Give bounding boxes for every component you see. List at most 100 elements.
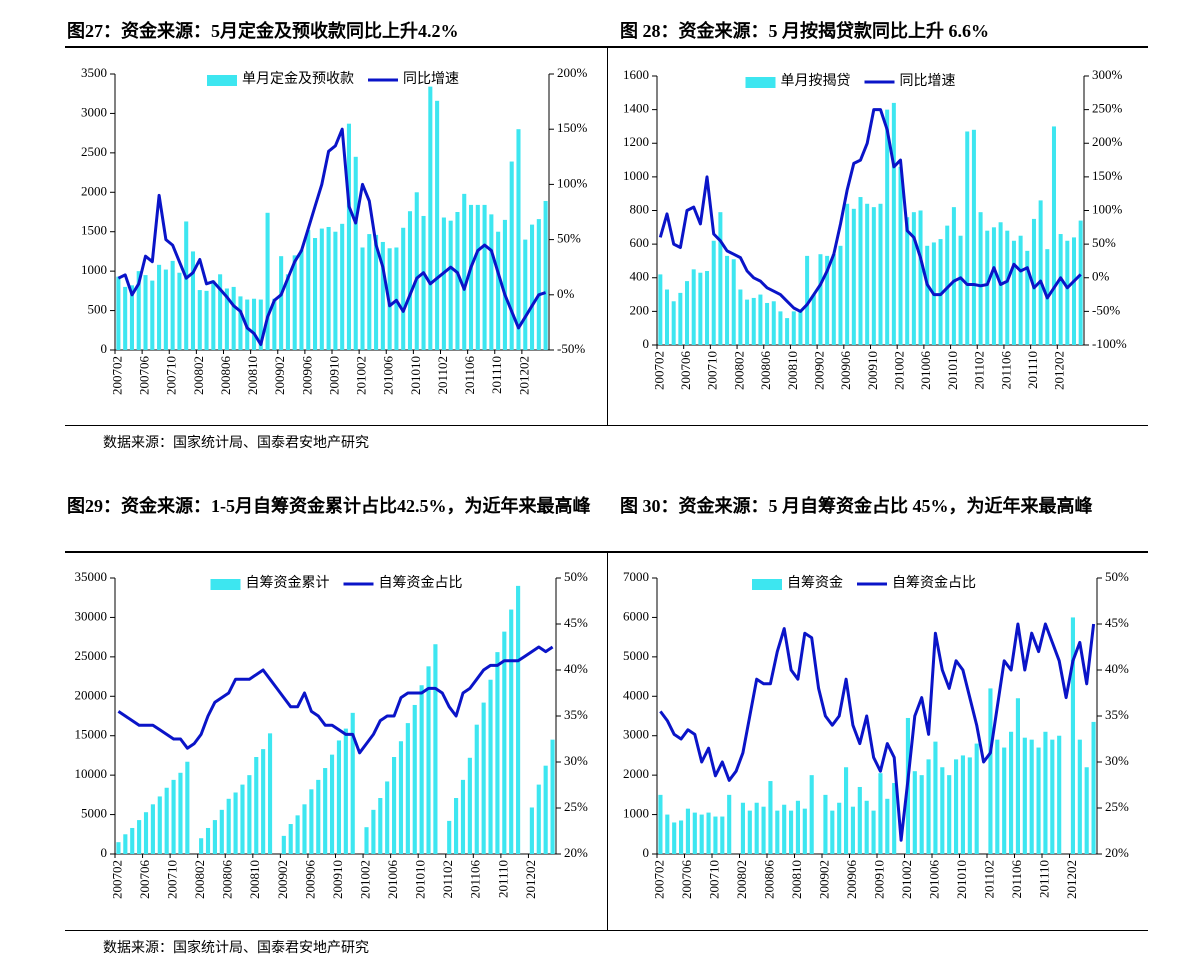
bar [185,761,190,854]
y-tick-label: 0 [643,336,650,351]
bar [254,757,259,854]
y2-tick-label: 150% [1092,168,1123,183]
legend-swatch [752,579,782,590]
x-tick-label: 200806 [220,860,235,900]
bar [805,255,810,345]
y-tick-label: 1600 [623,67,649,82]
line [117,645,554,755]
bar [958,235,963,345]
bar [891,102,896,346]
bar [136,271,141,350]
x-tick-label: 200702 [109,356,124,395]
y2-tick-label: 20% [564,845,588,860]
y-tick-label: 0 [101,341,108,356]
y2-tick-label: 35% [1105,707,1129,722]
bar [272,298,277,350]
x-tick-label: 200810 [789,860,804,899]
bar [885,798,890,854]
x-tick-label: 201006 [385,860,400,900]
y2-tick-label: -50% [557,341,585,356]
bar [898,166,903,345]
bar [468,204,474,350]
bar [864,800,869,854]
bar [412,704,417,854]
y-tick-label: 3000 [81,104,107,119]
bar [343,728,348,854]
bar [489,214,494,350]
bar [665,289,670,345]
bar [851,208,856,345]
bar [798,309,803,345]
bar [782,804,787,854]
bar [720,816,725,854]
frame-top [65,46,1148,48]
y2-tick-label: 150% [557,120,588,135]
bar [261,749,266,854]
bar [830,810,835,854]
bar [299,249,304,350]
bar [885,109,890,345]
bar [495,652,500,854]
bar [745,299,750,345]
bar [371,809,376,854]
bar [394,247,399,350]
bar [665,814,670,854]
bar [725,255,730,345]
bar [691,269,696,345]
bar [727,794,732,854]
x-tick-label: 200806 [758,351,773,391]
x-tick-label: 200802 [734,860,749,899]
x-tick-label: 200810 [245,356,260,395]
bar [523,239,528,350]
bar [1070,617,1075,854]
bar [285,274,290,350]
bar [496,231,501,350]
bar [329,754,335,854]
x-tick-label: 200910 [871,860,886,899]
bar [758,294,763,345]
legend-label: 自筹资金占比 [892,574,976,591]
x-tick-label: 200902 [816,860,831,899]
legend-label: 单月按揭贷 [781,73,851,89]
x-tick-label: 201110 [1025,351,1040,389]
bar [536,784,541,854]
y-tick-label: 3000 [623,727,649,742]
line [117,127,547,346]
bar [850,806,855,854]
bar [945,225,950,345]
bar [197,290,202,350]
legend-label: 自筹资金 [787,574,843,591]
x-tick-label: 201110 [495,860,510,898]
bar [281,835,286,854]
bar [938,239,943,345]
chart-title: 图29：资金来源：1-5月自筹资金累计占比42.5%，为近年来最高峰 [67,496,591,516]
bar [731,259,736,345]
bar [421,215,426,350]
x-tick-label: 201002 [357,860,372,899]
source-note: 数据来源：国家统计局、国泰君安地产研究 [103,941,369,956]
x-tick-label: 200906 [299,356,314,396]
bar [905,217,910,345]
y2-tick-label: -100% [1092,336,1127,351]
x-tick-label: 201102 [435,356,450,395]
bar [231,286,236,350]
bar [978,212,983,345]
bar [502,219,507,350]
bar [811,294,816,345]
x-tick-label: 200902 [275,860,290,899]
x-tick-label: 201006 [381,356,396,396]
x-tick-label: 200906 [838,351,853,391]
bar [671,301,676,345]
bar [785,318,790,345]
bar [1015,698,1020,854]
bar [530,224,535,350]
x-tick-label: 200702 [651,351,666,390]
y-tick-label: 0 [643,845,650,860]
bar [1071,237,1076,345]
y-tick-label: 35000 [75,569,108,584]
bar [768,781,773,854]
bar [550,739,555,854]
bar [991,227,996,345]
bar [678,292,683,345]
y-tick-label: 3500 [81,65,107,80]
